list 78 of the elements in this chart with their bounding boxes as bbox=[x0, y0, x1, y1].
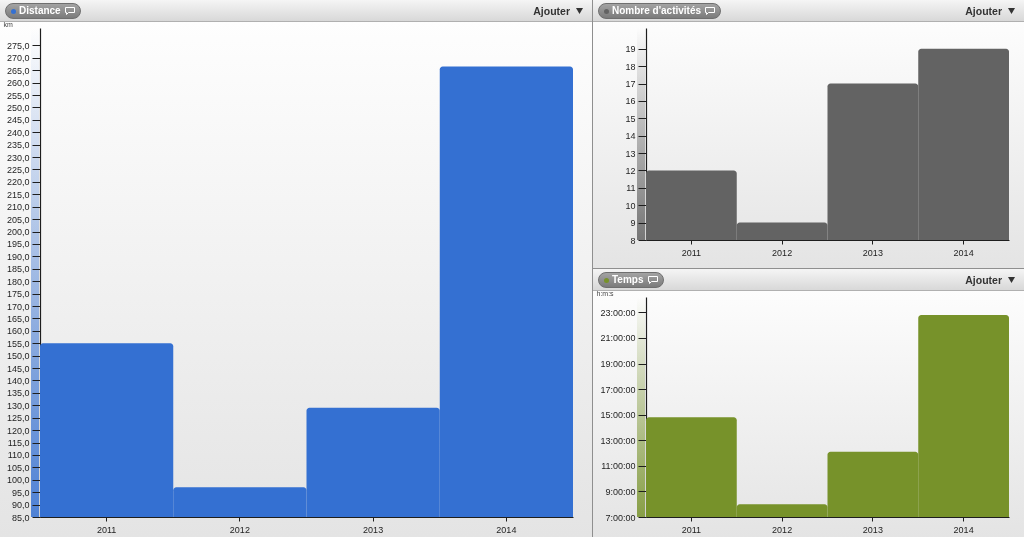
y-tick-label: 190,0 bbox=[6, 251, 30, 262]
y-tick-label: 160,0 bbox=[6, 326, 30, 337]
y-tick-label: 215,0 bbox=[6, 189, 30, 200]
y-tick-label: 250,0 bbox=[6, 102, 30, 113]
y-tick-label: 265,0 bbox=[6, 65, 30, 76]
y-tick-label: 18 bbox=[625, 61, 636, 72]
y-tick-label: 17:00:00 bbox=[600, 384, 636, 395]
y-tick-label: 100,0 bbox=[6, 475, 30, 486]
y-tick-label: 260,0 bbox=[6, 78, 30, 89]
x-tick-label: 2014 bbox=[953, 524, 974, 535]
y-tick-label: 185,0 bbox=[6, 264, 30, 275]
x-tick-label: 2013 bbox=[363, 524, 384, 535]
x-tick-label: 2013 bbox=[862, 247, 883, 258]
y-tick-label: 16 bbox=[625, 96, 636, 107]
y-tick-label: 145,0 bbox=[6, 363, 30, 374]
chart-title: Distance bbox=[19, 4, 61, 18]
y-tick-label: 110,0 bbox=[7, 450, 30, 461]
y-tick-label: 17 bbox=[625, 79, 636, 90]
y-tick-label: 11 bbox=[626, 183, 636, 194]
y-tick-label: 240,0 bbox=[6, 127, 30, 138]
text: Ajouter bbox=[965, 5, 1002, 17]
y-tick-label: 14 bbox=[625, 131, 636, 142]
y-tick-label: 125,0 bbox=[6, 413, 30, 424]
x-tick-label: 2012 bbox=[772, 524, 793, 535]
y-tick-label: 175,0 bbox=[6, 289, 30, 300]
y-tick-label: 15 bbox=[625, 113, 636, 124]
y-tick-label: 235,0 bbox=[6, 140, 30, 151]
y-tick-label: 210,0 bbox=[6, 202, 30, 213]
y-tick-label: 130,0 bbox=[6, 400, 30, 411]
x-tick-label: 2011 bbox=[681, 524, 702, 535]
y-tick-label: 230,0 bbox=[6, 152, 30, 163]
y-tick-label: 170,0 bbox=[6, 301, 30, 312]
y-tick-label: 155,0 bbox=[6, 338, 30, 349]
y-tick-label: 255,0 bbox=[6, 90, 30, 101]
y-tick-label: 85,0 bbox=[11, 512, 30, 523]
text: Ajouter bbox=[965, 274, 1002, 286]
x-tick-label: 2012 bbox=[229, 524, 250, 535]
x-tick-label: 2013 bbox=[862, 524, 883, 535]
y-tick-label: 11:00:00 bbox=[601, 461, 636, 472]
y-tick-label: 195,0 bbox=[6, 239, 30, 250]
y-tick-label: 7:00:00 bbox=[605, 512, 636, 523]
y-tick-label: 9 bbox=[630, 218, 636, 229]
y-tick-label: 135,0 bbox=[6, 388, 30, 399]
x-tick-label: 2011 bbox=[96, 524, 117, 535]
y-tick-label: 12 bbox=[625, 165, 636, 176]
y-tick-label: 200,0 bbox=[6, 227, 30, 238]
y-tick-label: 10 bbox=[625, 200, 636, 211]
y-tick-label: 9:00:00 bbox=[605, 486, 636, 497]
chart-title: Temps bbox=[612, 273, 644, 287]
y-tick-label: 95,0 bbox=[11, 487, 30, 498]
y-tick-label: 120,0 bbox=[6, 425, 30, 436]
y-tick-label: 90,0 bbox=[11, 500, 30, 511]
y-tick-label: 15:00:00 bbox=[600, 410, 636, 421]
chart-title: Nombre d'activités bbox=[612, 4, 702, 18]
y-tick-label: 220,0 bbox=[6, 177, 30, 188]
y-tick-label: 115,0 bbox=[7, 438, 30, 449]
y-tick-label: 205,0 bbox=[6, 214, 30, 225]
y-tick-label: 21:00:00 bbox=[600, 333, 636, 344]
y-tick-label: 275,0 bbox=[6, 40, 30, 51]
y-tick-label: 19:00:00 bbox=[600, 359, 636, 370]
x-tick-label: 2014 bbox=[953, 247, 974, 258]
y-tick-label: 150,0 bbox=[6, 351, 30, 362]
y-tick-label: 8 bbox=[630, 235, 636, 246]
y-tick-label: 105,0 bbox=[6, 462, 30, 473]
y-tick-label: 225,0 bbox=[6, 164, 30, 175]
y-tick-label: 165,0 bbox=[6, 313, 30, 324]
y-tick-label: 13:00:00 bbox=[600, 435, 636, 446]
x-tick-label: 2012 bbox=[772, 247, 793, 258]
x-tick-label: 2014 bbox=[496, 524, 517, 535]
y-tick-label: 245,0 bbox=[6, 115, 30, 126]
x-tick-label: 2011 bbox=[681, 247, 702, 258]
text: Ajouter bbox=[533, 5, 570, 17]
y-tick-label: 270,0 bbox=[6, 53, 30, 64]
y-tick-label: 19 bbox=[625, 44, 636, 55]
y-tick-label: 13 bbox=[625, 148, 636, 159]
y-tick-label: 23:00:00 bbox=[600, 307, 636, 318]
y-tick-label: 140,0 bbox=[6, 375, 30, 386]
y-tick-label: 180,0 bbox=[6, 276, 30, 287]
